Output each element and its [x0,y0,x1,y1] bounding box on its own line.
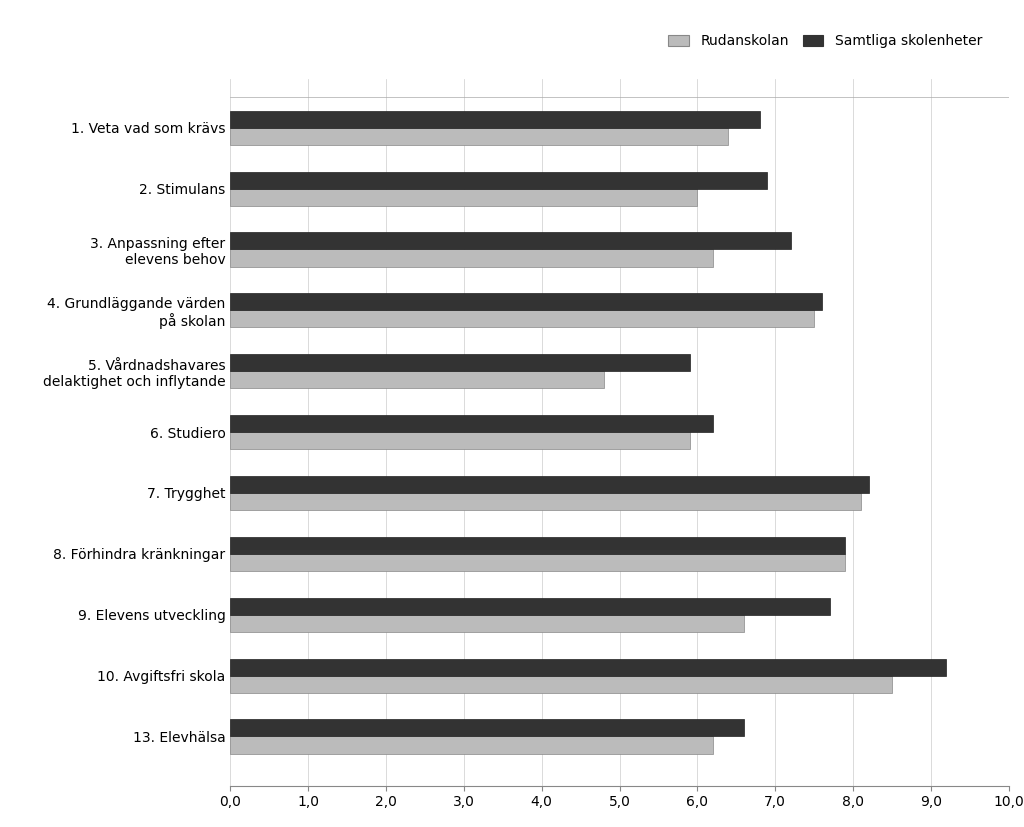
Legend: Rudanskolan, Samtliga skolenheter: Rudanskolan, Samtliga skolenheter [665,30,986,53]
Bar [230,476,868,493]
Bar [230,554,845,571]
Bar [230,310,814,327]
Bar [230,432,689,449]
Bar [230,415,713,432]
Bar [230,250,713,266]
Bar [230,658,946,676]
Bar [230,189,697,206]
Bar [230,614,744,632]
Bar [230,537,845,554]
Bar [230,294,822,310]
Bar [230,719,744,737]
Bar [230,598,829,614]
Bar [230,171,767,189]
Bar [230,676,892,693]
Bar [230,737,713,753]
Bar [230,493,861,510]
Bar [230,371,604,389]
Bar [230,354,689,371]
Bar [230,127,728,145]
Bar [230,232,791,250]
Bar [230,111,760,127]
